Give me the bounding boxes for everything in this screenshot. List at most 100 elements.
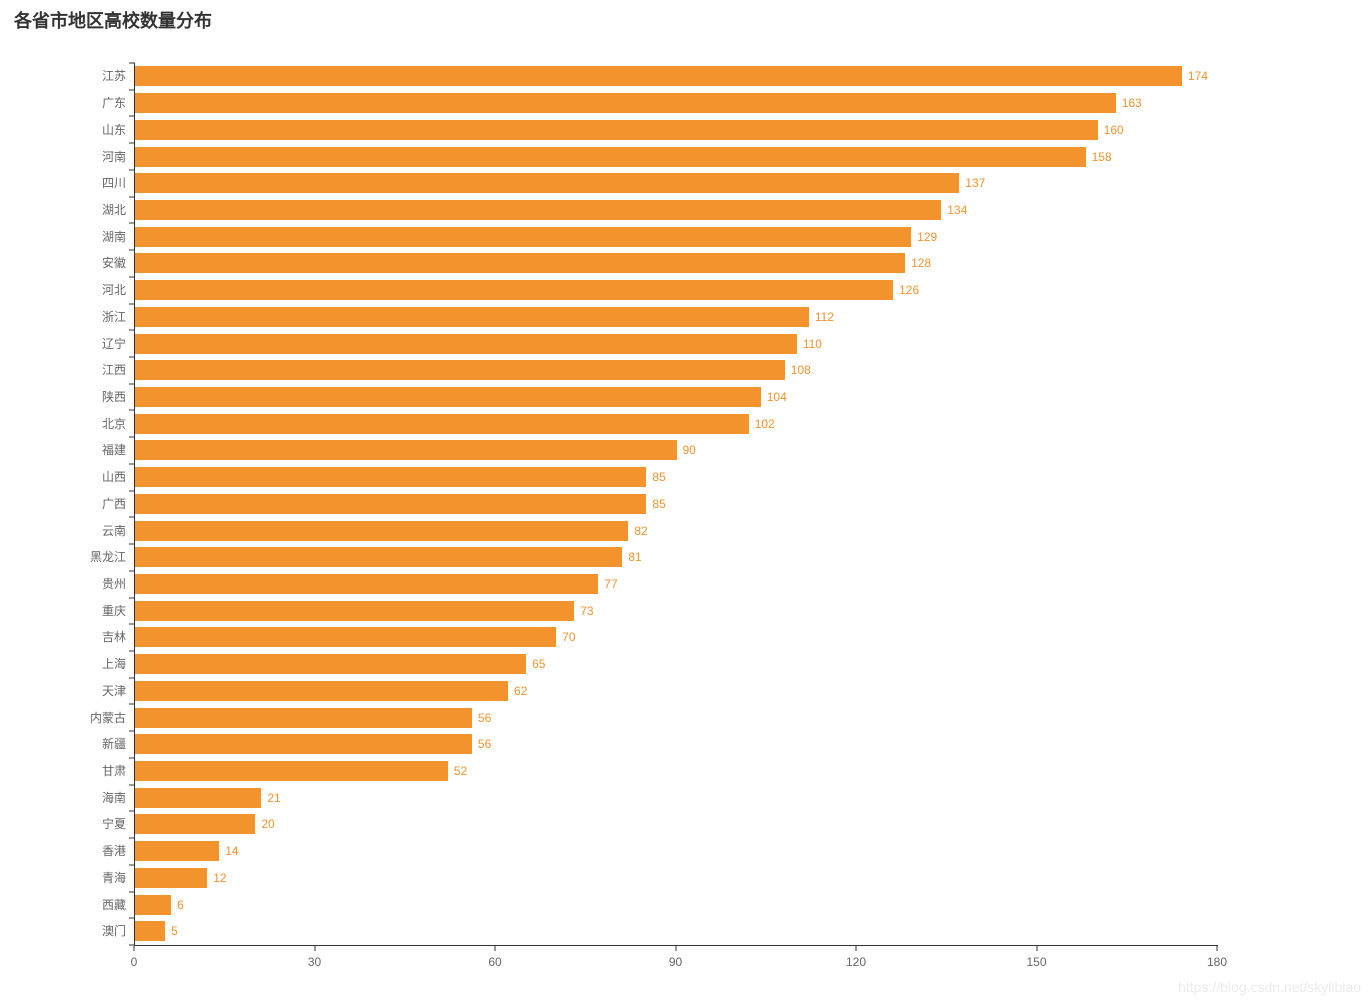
- bar[interactable]: [135, 867, 208, 888]
- y-axis-label: 河南: [101, 149, 126, 164]
- value-label: 6: [177, 897, 184, 912]
- bar[interactable]: [135, 66, 1182, 87]
- bar[interactable]: [135, 386, 761, 407]
- value-label: 85: [652, 470, 666, 485]
- x-axis-tick: [494, 946, 496, 951]
- value-label: 102: [754, 416, 775, 431]
- value-label: 174: [1187, 69, 1208, 84]
- y-axis-tick: [129, 222, 135, 224]
- y-axis-tick: [129, 115, 135, 117]
- watermark: https://blog.csdn.net/skylibiao: [1178, 979, 1361, 995]
- bar[interactable]: [135, 654, 527, 675]
- x-axis-tick: [855, 946, 857, 951]
- value-label: 56: [477, 737, 492, 752]
- bar[interactable]: [135, 894, 172, 915]
- x-axis-tick-label: 150: [1026, 955, 1047, 969]
- y-axis-label: 云南: [101, 523, 126, 538]
- y-axis-label: 安徽: [101, 256, 126, 271]
- value-label: 12: [213, 870, 227, 885]
- y-axis-label: 山西: [101, 470, 126, 485]
- value-label: 110: [802, 336, 822, 351]
- bar[interactable]: [135, 707, 472, 728]
- chart-row: 内蒙古 56: [90, 704, 1218, 731]
- bar[interactable]: [135, 921, 166, 942]
- bar[interactable]: [135, 574, 599, 595]
- y-axis-label: 广西: [101, 496, 126, 511]
- y-axis-label: 海南: [101, 790, 126, 805]
- chart-row: 吉林 70: [102, 624, 1218, 651]
- bar[interactable]: [135, 627, 557, 648]
- value-label: 112: [814, 309, 834, 324]
- chart-row: 湖南 129: [102, 223, 1218, 250]
- y-axis-tick: [129, 169, 135, 171]
- bar[interactable]: [135, 814, 256, 835]
- x-axis-tick: [675, 946, 676, 951]
- chart-row: 北京 102: [102, 410, 1218, 437]
- bar[interactable]: [135, 280, 894, 301]
- bar[interactable]: [135, 146, 1086, 167]
- bar[interactable]: [135, 680, 509, 701]
- y-axis-tick: [129, 703, 135, 705]
- bar[interactable]: [135, 547, 623, 568]
- bar[interactable]: [135, 253, 906, 274]
- value-label: 158: [1091, 149, 1112, 164]
- chart-row: 新疆 56: [102, 731, 1218, 758]
- y-axis-tick: [129, 757, 135, 759]
- y-axis-label: 上海: [101, 657, 126, 672]
- chart-row: 河南 158: [102, 143, 1218, 170]
- chart-row: 广东 163: [102, 90, 1218, 117]
- y-axis-tick: [129, 944, 135, 946]
- y-axis-label: 宁夏: [101, 817, 126, 832]
- y-axis-label: 重庆: [101, 603, 126, 618]
- value-label: 52: [453, 764, 468, 779]
- value-label: 81: [628, 550, 642, 565]
- chart-row: 陕西 104: [102, 384, 1218, 411]
- value-label: 108: [790, 363, 811, 378]
- bar[interactable]: [135, 306, 809, 327]
- plot-area: 江苏 174 广东 163 山东 160 河南 158 四川 137 湖北 134 湖南 129 安徽 128…: [90, 62, 1218, 946]
- chart-row: 云南 82: [102, 517, 1218, 544]
- bar[interactable]: [135, 119, 1098, 140]
- y-axis-tick: [129, 62, 135, 64]
- y-axis-tick: [129, 249, 135, 251]
- x-axis-tick-label: 60: [488, 955, 502, 969]
- value-label: 137: [965, 176, 986, 191]
- y-axis-tick: [129, 303, 135, 305]
- y-axis-tick: [129, 730, 135, 732]
- bar[interactable]: [135, 173, 960, 194]
- value-label: 20: [261, 817, 275, 832]
- value-label: 134: [947, 202, 968, 217]
- y-axis-label: 贵州: [101, 577, 126, 592]
- y-axis-tick: [129, 89, 135, 91]
- value-label: 73: [580, 603, 594, 618]
- y-axis-label: 福建: [101, 443, 126, 458]
- bar[interactable]: [135, 226, 912, 247]
- chart-row: 黑龙江 81: [90, 544, 1218, 571]
- chart-row: 湖北 134: [102, 197, 1218, 224]
- y-axis-tick: [129, 543, 135, 545]
- bar[interactable]: [135, 734, 472, 755]
- y-axis-label: 湖南: [101, 229, 126, 244]
- x-axis: 0 30 60 90 120 150 180: [131, 946, 1227, 976]
- bar[interactable]: [135, 360, 785, 381]
- bar[interactable]: [135, 199, 942, 220]
- bar[interactable]: [135, 333, 797, 354]
- y-axis-label: 辽宁: [101, 336, 126, 351]
- chart-row: 辽宁 110: [102, 330, 1218, 357]
- bar[interactable]: [135, 93, 1116, 114]
- y-axis-tick: [129, 650, 135, 652]
- bar[interactable]: [135, 841, 220, 862]
- bar[interactable]: [135, 520, 629, 541]
- x-axis-tick: [1216, 946, 1218, 951]
- y-axis-label: 四川: [101, 176, 126, 191]
- y-axis-label: 湖北: [101, 202, 126, 217]
- bar[interactable]: [135, 761, 448, 782]
- bar[interactable]: [135, 493, 647, 514]
- bar[interactable]: [135, 787, 262, 808]
- bar[interactable]: [135, 467, 647, 488]
- y-axis-label: 澳门: [101, 924, 126, 939]
- bar[interactable]: [135, 600, 575, 621]
- bar[interactable]: [135, 440, 677, 461]
- bar[interactable]: [135, 413, 749, 434]
